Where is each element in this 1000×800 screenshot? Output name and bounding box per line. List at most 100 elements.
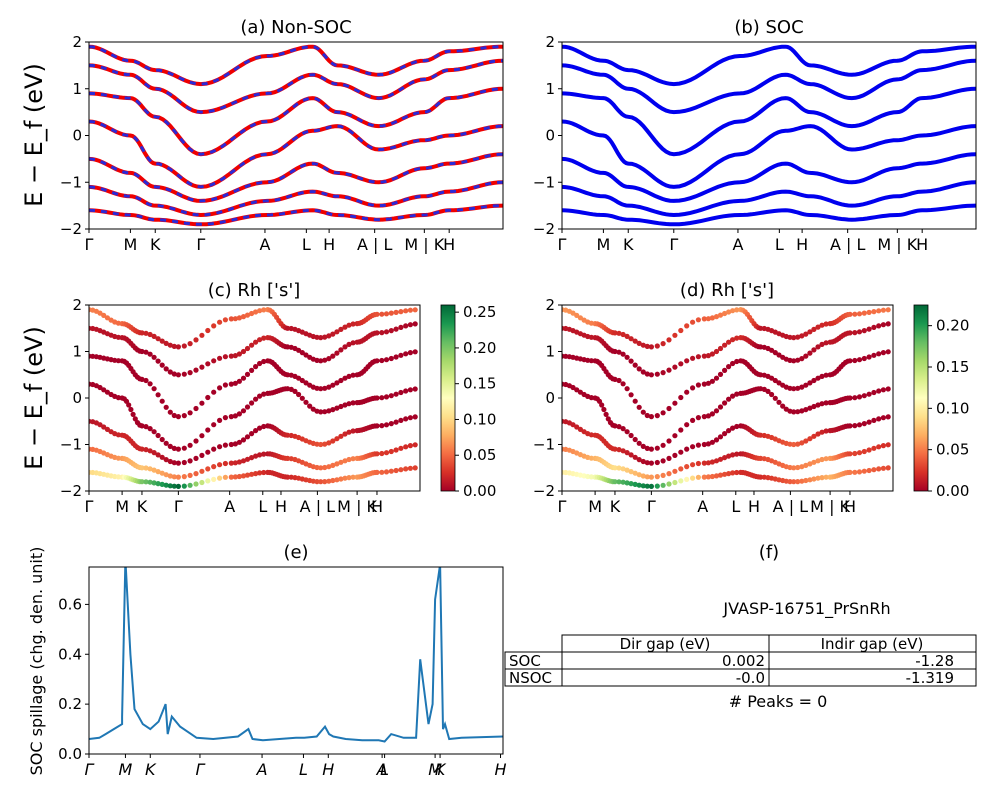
band-point — [705, 316, 712, 322]
band-point — [705, 441, 712, 447]
y-tick-label: −1 — [533, 173, 555, 191]
band-point — [678, 361, 684, 367]
colorbar-tick-label: 0.20 — [463, 339, 496, 357]
band-point — [181, 413, 187, 419]
band-point — [261, 469, 267, 476]
x-tick-label: H — [371, 497, 383, 516]
x-tick-label: H — [322, 760, 334, 779]
band-3-dash — [89, 120, 503, 189]
band-point — [628, 392, 634, 398]
band-point — [628, 432, 634, 439]
panel-e-spillage-line — [89, 567, 503, 743]
band-point — [861, 310, 867, 316]
band-point — [701, 460, 707, 466]
band-point — [236, 411, 242, 417]
band-point — [612, 330, 618, 336]
band-point — [175, 483, 181, 489]
band-point — [159, 454, 165, 460]
band-point — [167, 409, 173, 415]
band-point — [249, 471, 255, 477]
band-point — [222, 474, 228, 480]
x-tick-label: M — [596, 235, 610, 254]
band-point — [151, 386, 157, 392]
band-point — [346, 322, 352, 328]
panel-d-frame — [561, 304, 894, 492]
band-point — [799, 464, 805, 470]
band-point — [880, 443, 887, 449]
band-point — [772, 395, 778, 401]
panel-b-title: (b) SOC — [734, 17, 803, 38]
band-point — [217, 319, 223, 325]
band-point — [163, 404, 169, 410]
band-point — [624, 354, 630, 360]
band-point — [612, 423, 618, 429]
x-tick-label: A — [224, 497, 235, 516]
band-point — [147, 448, 153, 454]
x-tick-label: Γ — [174, 497, 183, 516]
band-point — [232, 460, 238, 466]
band-point — [612, 376, 618, 382]
band-point — [159, 436, 165, 443]
band-point — [240, 408, 247, 414]
band-point — [588, 474, 595, 480]
x-tick-label: Γ — [85, 235, 94, 254]
band-point — [684, 476, 690, 482]
band-point — [672, 364, 678, 370]
band-point — [734, 451, 740, 457]
x-tick-label: A — [376, 760, 388, 779]
band-point — [228, 316, 234, 322]
band-point — [199, 433, 205, 439]
band-point — [330, 331, 336, 337]
band-point — [257, 470, 263, 476]
y-tick-label: 2 — [545, 33, 555, 51]
band-point — [730, 308, 736, 314]
band-point — [244, 456, 251, 462]
band-point — [612, 465, 618, 471]
band-point — [678, 427, 684, 433]
band-point — [175, 446, 181, 452]
band-point — [126, 402, 132, 408]
band-point — [322, 334, 328, 340]
band-point — [151, 480, 157, 486]
band-point — [885, 307, 891, 313]
colorbar-tick-label: 0.05 — [463, 446, 496, 464]
band-point — [624, 333, 630, 339]
band-point — [660, 341, 666, 347]
panel-e-yticks: 0.0 0.2 0.4 0.6 — [58, 595, 89, 763]
band-point — [342, 458, 348, 464]
band-point — [346, 373, 352, 379]
band-point — [163, 482, 169, 488]
band-point — [574, 387, 580, 393]
band-point — [222, 460, 228, 467]
band-point — [115, 474, 121, 480]
band-point — [722, 471, 728, 477]
band-point — [815, 458, 821, 464]
band-point — [726, 428, 732, 434]
band-point — [612, 479, 618, 485]
band-point — [799, 384, 805, 390]
band-point — [799, 440, 805, 446]
band-point — [236, 351, 242, 357]
band-point — [326, 333, 332, 339]
band-point — [722, 455, 728, 461]
x-tick-label: L — [775, 235, 784, 254]
band-point — [722, 400, 728, 406]
band-point — [636, 472, 642, 478]
x-tick-label: H — [443, 235, 455, 254]
band-point — [236, 473, 242, 480]
band-point — [819, 456, 825, 463]
band-point — [330, 477, 336, 484]
band-point — [318, 409, 324, 415]
band-point — [217, 355, 223, 361]
band-point — [856, 450, 863, 456]
band-point — [620, 426, 626, 432]
x-tick-label: M — [123, 235, 137, 254]
band-point — [257, 452, 263, 458]
band-point — [640, 342, 646, 348]
band-point — [128, 406, 134, 413]
band-point — [211, 358, 217, 364]
band-point — [222, 415, 228, 421]
band-point — [856, 469, 863, 475]
band-point — [684, 358, 690, 364]
